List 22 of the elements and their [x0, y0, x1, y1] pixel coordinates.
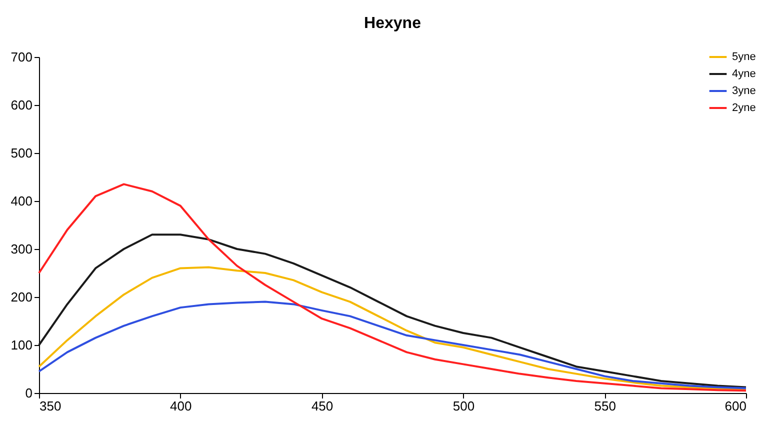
y-tick-label: 400 [10, 194, 32, 208]
x-tick-label: 450 [311, 398, 334, 414]
x-tick-label: 350 [40, 398, 62, 414]
chart-title: Hexyne [364, 15, 422, 32]
y-tick-label: 500 [10, 146, 32, 160]
x-tick-label: 550 [594, 398, 616, 414]
line-series [38, 234, 747, 388]
x-tick-label: 400 [170, 398, 192, 414]
line-series [38, 300, 747, 390]
y-tick-label: 0 [25, 386, 32, 400]
legend-label: 4yne [732, 68, 756, 80]
y-tick-label: 700 [10, 50, 32, 64]
y-tick-label: 300 [10, 242, 32, 256]
legend-label: 2yne [732, 102, 756, 114]
line-series [38, 266, 747, 390]
legend-label: 5yne [732, 51, 756, 63]
y-tick-label: 100 [10, 338, 32, 352]
x-tick-label: 500 [452, 398, 475, 414]
y-tick-label: 600 [10, 98, 32, 112]
x-tick-label: 600 [724, 398, 746, 414]
legend-label: 3yne [732, 85, 756, 97]
y-tick-label: 200 [10, 290, 32, 304]
